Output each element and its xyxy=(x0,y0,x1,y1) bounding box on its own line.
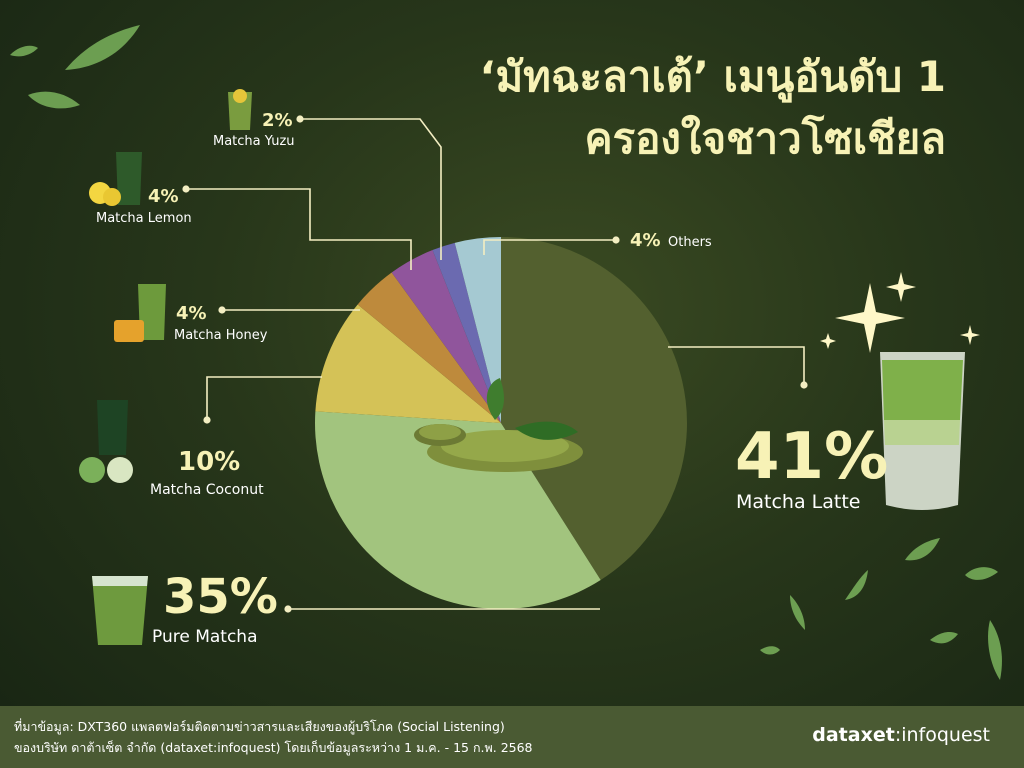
brand-separator: : xyxy=(894,724,902,746)
pie-slice-matcha-yuzu xyxy=(432,242,501,423)
matcha-yuzu-glass-icon xyxy=(228,89,252,130)
matcha-latte-glass-icon xyxy=(880,352,965,510)
matcha-coconut-glass-icon xyxy=(79,400,133,483)
source-line-2: ของบริษัท ดาต้าเซ็ต จำกัด (dataxet:infoq… xyxy=(14,740,533,755)
brand-light: infoquest xyxy=(901,724,990,746)
leader-line-others xyxy=(483,239,616,255)
leader-dot-matcha-yuzu xyxy=(296,115,304,123)
brand-logo: dataxet:infoquest xyxy=(812,724,990,746)
value-label-matcha-yuzu: 2% xyxy=(262,110,293,131)
pure-matcha-glass-icon xyxy=(92,576,148,645)
sparkle-icon xyxy=(820,272,980,353)
leader-dot-others xyxy=(612,236,620,244)
pie-slice-matcha-latte xyxy=(501,237,687,581)
leader-dot-matcha-latte xyxy=(800,381,808,389)
source-line-1: ที่มาข้อมูล: DXT360 แพลตฟอร์มติดตามข่าวส… xyxy=(14,719,505,734)
value-label-matcha-latte: 41% xyxy=(735,420,888,494)
title-line-1: ‘มัทฉะลาเต้’ เมนูอันดับ 1 xyxy=(479,52,947,101)
leader-dot-pure-matcha xyxy=(284,605,292,613)
category-label-matcha-lemon: Matcha Lemon xyxy=(96,211,192,226)
pie-slice-pure-matcha xyxy=(315,411,601,609)
leaf-icon xyxy=(10,25,1002,680)
category-label-pure-matcha: Pure Matcha xyxy=(152,627,258,647)
value-label-matcha-lemon: 4% xyxy=(148,186,179,207)
category-label-matcha-honey: Matcha Honey xyxy=(174,328,268,343)
category-label-matcha-coconut: Matcha Coconut xyxy=(150,482,264,498)
pie-slice-others xyxy=(454,237,501,423)
leader-line-matcha-latte xyxy=(668,346,805,385)
value-label-matcha-coconut: 10% xyxy=(178,447,240,477)
leader-line-matcha-coconut xyxy=(206,376,322,420)
matcha-lemon-glass-icon xyxy=(89,152,142,206)
pie-chart: 41%Matcha Latte 35%Pure Matcha 10% Matcha C… xyxy=(10,25,1002,680)
leader-line-matcha-yuzu xyxy=(300,118,442,260)
matcha-powder-icon xyxy=(414,378,583,472)
footer: ที่มาข้อมูล: DXT360 แพลตฟอร์มติดตามข่าวส… xyxy=(0,706,1024,768)
title-line-2: ครองใจชาวโซเชียล xyxy=(584,114,946,163)
leader-dot-matcha-coconut xyxy=(203,416,211,424)
category-label-matcha-yuzu: Matcha Yuzu xyxy=(213,134,295,149)
pie-slice-matcha-coconut xyxy=(315,304,501,423)
pie-slice-matcha-lemon xyxy=(391,250,501,423)
leader-line-matcha-lemon xyxy=(186,188,412,270)
matcha-honey-glass-icon xyxy=(114,284,166,342)
value-label-others: 4% xyxy=(630,230,661,251)
source-note: ที่มาข้อมูล: DXT360 แพลตฟอร์มติดตามข่าวส… xyxy=(14,716,533,758)
category-label-matcha-latte: Matcha Latte xyxy=(736,491,860,513)
pie-slice-matcha-honey xyxy=(357,272,501,423)
brand-bold: dataxet xyxy=(812,724,895,746)
leader-dot-matcha-honey xyxy=(218,306,226,314)
leader-dot-matcha-lemon xyxy=(182,185,190,193)
chart-title: ‘มัทฉะลาเต้’ เมนูอันดับ 1 ครองใจชาวโซเชี… xyxy=(326,46,947,170)
value-label-pure-matcha: 35% xyxy=(163,569,278,625)
value-label-matcha-honey: 4% xyxy=(176,303,207,324)
category-label-others: Others xyxy=(668,235,712,250)
